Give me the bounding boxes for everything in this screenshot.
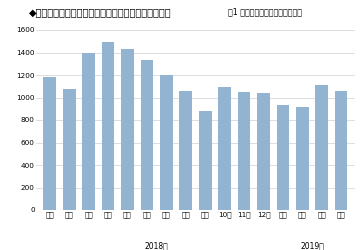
Bar — [238, 92, 251, 210]
Bar — [315, 85, 328, 210]
Text: 2019年: 2019年 — [300, 242, 324, 250]
Bar — [140, 60, 153, 210]
Bar — [160, 75, 173, 210]
Bar — [102, 42, 114, 210]
Bar — [199, 111, 211, 210]
Bar — [335, 91, 348, 210]
Text: ◆ドラッグストアのインバウンド消費購買件数の推移: ◆ドラッグストアのインバウンド消費購買件数の推移 — [29, 8, 172, 18]
Bar — [257, 93, 270, 210]
Bar — [43, 77, 56, 210]
Text: 2018年: 2018年 — [145, 242, 168, 250]
Bar — [82, 52, 95, 210]
Bar — [296, 106, 309, 210]
Bar — [218, 88, 231, 210]
Text: （1 店舗あたりのレシート枚数）: （1 店舗あたりのレシート枚数） — [228, 8, 302, 16]
Bar — [63, 88, 76, 210]
Bar — [277, 106, 289, 210]
Bar — [180, 91, 192, 210]
Bar — [121, 49, 134, 210]
